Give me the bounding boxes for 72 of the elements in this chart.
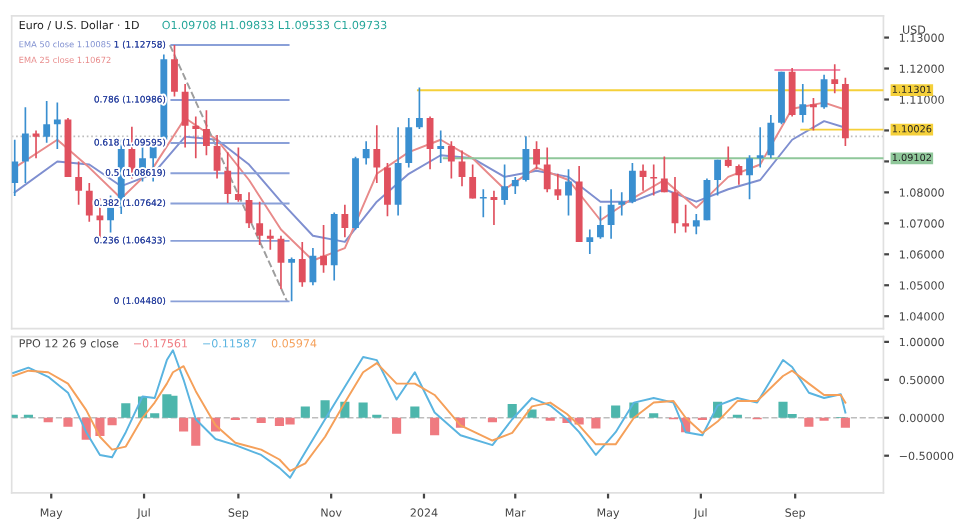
bar (358, 402, 368, 418)
candlestick (458, 149, 466, 188)
candlestick (405, 117, 413, 169)
candlestick (746, 154, 753, 201)
candlestick (607, 188, 615, 240)
candlestick (682, 203, 690, 234)
candlestick (171, 44, 178, 98)
candlestick (256, 200, 264, 246)
candlestick (192, 115, 200, 160)
candlestick (767, 114, 775, 160)
bar (611, 405, 621, 418)
candlestick (373, 124, 381, 184)
candlestick (554, 172, 562, 201)
bar (507, 404, 517, 418)
candlestick (831, 63, 839, 95)
bar (121, 403, 131, 418)
candlestick (586, 228, 594, 255)
candlestick (799, 83, 807, 124)
candlestick (75, 160, 83, 206)
candlestick (320, 224, 327, 274)
bar (320, 400, 330, 418)
candlestick (288, 256, 296, 303)
candlestick (181, 83, 189, 149)
candlestick (21, 106, 29, 184)
candlestick (224, 151, 232, 204)
candlestick (543, 146, 551, 194)
candlestick (234, 146, 242, 203)
candlestick (394, 126, 402, 217)
candlestick (618, 191, 626, 217)
candlestick (735, 163, 743, 186)
bar (430, 417, 440, 436)
candlestick (341, 203, 349, 239)
candlestick (447, 140, 455, 180)
candlestick (479, 188, 487, 218)
bar (591, 417, 601, 429)
candlestick (11, 138, 19, 197)
candlestick (43, 100, 51, 144)
candlestick (597, 205, 604, 240)
candlestick (437, 129, 445, 164)
bar (392, 417, 402, 434)
candlestick (628, 162, 636, 205)
bar (840, 417, 850, 428)
candlestick (714, 159, 722, 197)
candlestick (565, 168, 572, 217)
candlestick (384, 162, 391, 218)
candlestick (522, 135, 530, 183)
bar (107, 417, 117, 426)
candlestick (820, 73, 828, 110)
candlestick (415, 86, 423, 130)
bar (168, 395, 178, 418)
line-series (12, 349, 847, 479)
candlestick (724, 145, 732, 169)
bar (410, 406, 420, 418)
bar (63, 417, 73, 427)
candlestick (362, 140, 370, 166)
candlestick (660, 155, 668, 194)
candlestick (692, 213, 700, 236)
candlestick (756, 126, 764, 169)
line-series (12, 362, 847, 472)
candlestick (501, 163, 509, 206)
candlestick (298, 241, 306, 288)
candlestick (266, 228, 274, 251)
bar (256, 417, 266, 424)
bar (300, 406, 310, 418)
candlestick (85, 182, 93, 223)
candlestick (309, 247, 317, 287)
candlestick (203, 109, 210, 157)
candlestick (469, 163, 477, 200)
bar (804, 417, 814, 427)
candlestick (533, 140, 540, 170)
candlestick (788, 67, 796, 118)
candlestick (810, 97, 817, 132)
